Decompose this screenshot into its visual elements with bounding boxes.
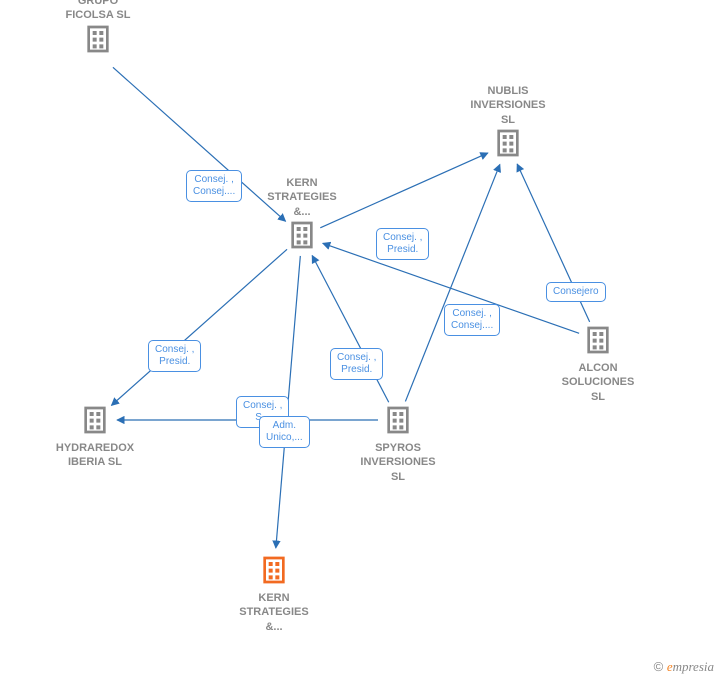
node-label: KERNSTRATEGIES&... <box>214 591 334 634</box>
edge-label: Consej. ,Consej.... <box>444 304 500 336</box>
node-kern1[interactable]: KERNSTRATEGIES&... <box>242 176 362 256</box>
node-ficolsa[interactable]: GRUPOFICOLSA SL <box>38 0 158 60</box>
edge-label: Consej. ,Presid. <box>330 348 383 380</box>
building-icon <box>79 404 111 436</box>
node-label: NUBLISINVERSIONESSL <box>448 84 568 127</box>
footer-credit: © empresia <box>654 659 714 675</box>
building-icon <box>258 554 290 586</box>
node-nublis[interactable]: NUBLISINVERSIONESSL <box>448 84 568 164</box>
node-label: HYDRAREDOXIBERIA SL <box>35 441 155 470</box>
edge-label: Consej. ,Consej.... <box>186 170 242 202</box>
building-icon <box>82 23 114 55</box>
brand-rest: mpresia <box>673 659 714 674</box>
node-label: GRUPOFICOLSA SL <box>38 0 158 23</box>
node-alcon[interactable]: ALCONSOLUCIONESSL <box>538 324 658 404</box>
node-icon-wrap <box>242 219 362 256</box>
edge-label: Adm.Unico,... <box>259 416 310 448</box>
building-icon <box>286 219 318 251</box>
node-hydra[interactable]: HYDRAREDOXIBERIA SL <box>35 404 155 470</box>
node-icon-wrap <box>338 404 458 441</box>
edge-label: Consej. ,Presid. <box>376 228 429 260</box>
node-icon-wrap <box>35 404 155 441</box>
node-icon-wrap <box>214 554 334 591</box>
edge-line <box>111 249 287 405</box>
node-icon-wrap <box>38 23 158 60</box>
node-kern2[interactable]: KERNSTRATEGIES&... <box>214 554 334 634</box>
edge-label: Consejero <box>546 282 606 302</box>
node-label: ALCONSOLUCIONESSL <box>538 361 658 404</box>
node-spyros[interactable]: SPYROSINVERSIONESSL <box>338 404 458 484</box>
edge-line <box>405 164 499 401</box>
edge-label: Consej. ,Presid. <box>148 340 201 372</box>
edge-line <box>312 256 389 403</box>
copyright-symbol: © <box>654 659 664 674</box>
node-label: SPYROSINVERSIONESSL <box>338 441 458 484</box>
building-icon <box>582 324 614 356</box>
building-icon <box>492 127 524 159</box>
node-label: KERNSTRATEGIES&... <box>242 176 362 219</box>
diagram-canvas: GRUPOFICOLSA SL KERNSTRATEGIES&... NUBLI… <box>0 0 728 685</box>
node-icon-wrap <box>448 127 568 164</box>
node-icon-wrap <box>538 324 658 361</box>
building-icon <box>382 404 414 436</box>
